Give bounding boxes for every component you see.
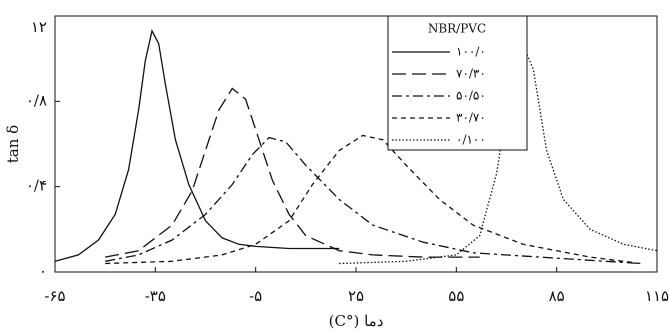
series-line — [54, 29, 340, 262]
y-tick-label: ۰ — [39, 262, 47, 280]
legend-label: ۳۰/۷۰ — [456, 111, 486, 125]
legend-label: ۱۰۰/۰ — [456, 45, 486, 59]
x-tick-label: ۱۱۵ — [645, 287, 669, 305]
series-line — [105, 87, 480, 258]
y-tick-label: ۰/۸ — [26, 91, 47, 109]
legend-label: ۷۰/۳۰ — [456, 67, 486, 81]
plot-frame — [54, 15, 658, 273]
series-line — [105, 136, 641, 265]
x-tick-label: ۵۵ — [448, 287, 464, 305]
y-tick-label: ۱۲ — [31, 18, 47, 36]
x-axis-label: دما (°C) — [329, 312, 384, 330]
series-line — [339, 39, 658, 265]
x-tick-label: -۶۵ — [44, 287, 65, 305]
series-line — [105, 134, 641, 265]
x-tick-label: -۵ — [249, 287, 262, 305]
legend-title: NBR/PVC — [428, 22, 486, 36]
x-tick-label: ۸۵ — [549, 287, 565, 305]
x-tick-label: ۲۵ — [348, 287, 364, 305]
legend: NBR/PVC ۱۰۰/۰ ۷۰/۳۰ ۵۰/۵۰ ۳۰/۷۰ ۰/۱۰۰ — [387, 15, 528, 151]
y-tick-label: ۰/۴ — [26, 177, 47, 195]
legend-label: ۰/۱۰۰ — [456, 133, 486, 147]
legend-box — [387, 15, 528, 151]
x-tick-label: -۳۵ — [145, 287, 166, 305]
y-axis-label: tan δ — [4, 125, 22, 163]
legend-label: ۵۰/۵۰ — [456, 89, 486, 103]
